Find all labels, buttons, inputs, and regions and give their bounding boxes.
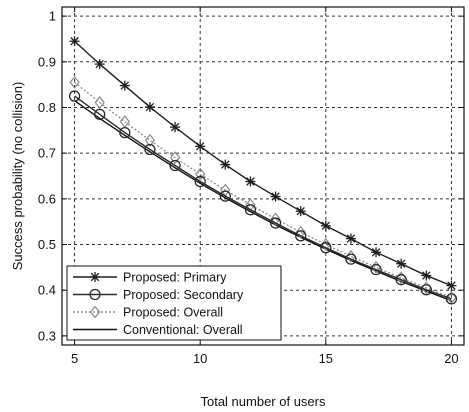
x-tick-label: 20: [444, 351, 458, 366]
y-tick-label: 0.7: [38, 146, 56, 161]
diamond-marker: [89, 305, 101, 319]
diamond-marker: [94, 96, 105, 109]
y-tick-label: 0.9: [38, 54, 56, 69]
circle-marker: [269, 217, 282, 229]
circle-marker: [345, 253, 357, 265]
star-marker: [90, 272, 100, 282]
series-layer: [68, 36, 458, 305]
legend-label-proposed-primary: Proposed: Primary: [123, 271, 227, 285]
star-marker: [345, 233, 356, 244]
star-marker: [446, 280, 457, 291]
circle-marker: [219, 190, 231, 202]
circle-marker: [370, 263, 382, 276]
star-marker: [94, 59, 105, 70]
star-marker: [170, 122, 181, 133]
circle-marker: [320, 242, 332, 254]
star-marker: [119, 80, 130, 91]
axes: 5 10 15 20 0.3 0.4 0.5 0.6 0.7 0.8 0.9 1: [38, 6, 465, 366]
star-marker: [245, 176, 256, 187]
circle-marker: [144, 143, 156, 156]
circle-marker: [169, 159, 181, 172]
circle-marker: [68, 90, 81, 102]
legend-marker-diamond: [89, 305, 101, 319]
legend-item-proposed-overall: Proposed: Overall: [73, 306, 223, 320]
series-line-1: [74, 95, 452, 300]
circle-marker: [295, 230, 307, 242]
series-line-2: [74, 81, 452, 299]
x-axis-label: Total number of users: [200, 394, 326, 409]
diamond-marker: [195, 167, 206, 181]
star-marker: [220, 159, 231, 170]
x-tick-label: 15: [319, 351, 333, 366]
circle-marker: [194, 175, 206, 188]
y-tick-label: 1: [49, 9, 56, 24]
x-tick-label: 10: [193, 351, 207, 366]
star-marker: [270, 191, 281, 202]
y-tick-label: 0.8: [38, 100, 56, 115]
circle-marker: [119, 126, 131, 139]
y-tick-label: 0.4: [38, 283, 56, 298]
legend-label-proposed-secondary: Proposed: Secondary: [123, 288, 244, 302]
series-line-3: [74, 100, 452, 302]
star-marker: [396, 258, 407, 269]
y-tick-label: 0.6: [38, 191, 56, 206]
circle-marker: [244, 204, 257, 216]
legend-item-proposed-secondary: Proposed: Secondary: [73, 288, 244, 302]
diamond-marker: [320, 238, 331, 251]
circle-marker: [420, 284, 432, 296]
y-tick-label: 0.5: [38, 237, 56, 252]
star-marker: [295, 206, 306, 217]
star-marker: [69, 36, 80, 47]
diamond-marker: [69, 75, 80, 89]
legend-marker-circle: [89, 288, 101, 301]
legend: Proposed: Primary Proposed: Secondary Pr…: [66, 265, 282, 341]
x-tick-label: 5: [71, 351, 78, 366]
plot-frame: [61, 6, 465, 346]
legend-box: [66, 265, 282, 341]
series-line-0: [74, 40, 452, 287]
y-axis-label: Success probability (no collision): [10, 82, 25, 271]
diamond-marker: [295, 225, 306, 239]
legend-label-conventional-overall: Conventional: Overall: [123, 323, 243, 337]
y-tick-label: 0.3: [38, 328, 56, 343]
legend-marker-star: [90, 272, 100, 282]
star-marker: [320, 220, 331, 231]
star-marker: [371, 247, 382, 258]
diamond-marker: [270, 212, 281, 226]
circle-marker: [395, 274, 407, 286]
circle-marker: [445, 293, 458, 305]
legend-item-proposed-primary: Proposed: Primary: [73, 271, 227, 285]
diamond-marker: [144, 133, 156, 147]
circle-marker: [94, 108, 106, 120]
diamond-marker: [446, 291, 457, 304]
legend-item-conventional-overall: Conventional: Overall: [73, 323, 243, 337]
star-marker: [421, 270, 432, 281]
legend-label-proposed-overall: Proposed: Overall: [123, 306, 223, 320]
diamond-marker: [169, 151, 181, 165]
star-marker: [144, 102, 155, 113]
star-marker: [195, 141, 206, 152]
circle-marker: [89, 288, 101, 301]
